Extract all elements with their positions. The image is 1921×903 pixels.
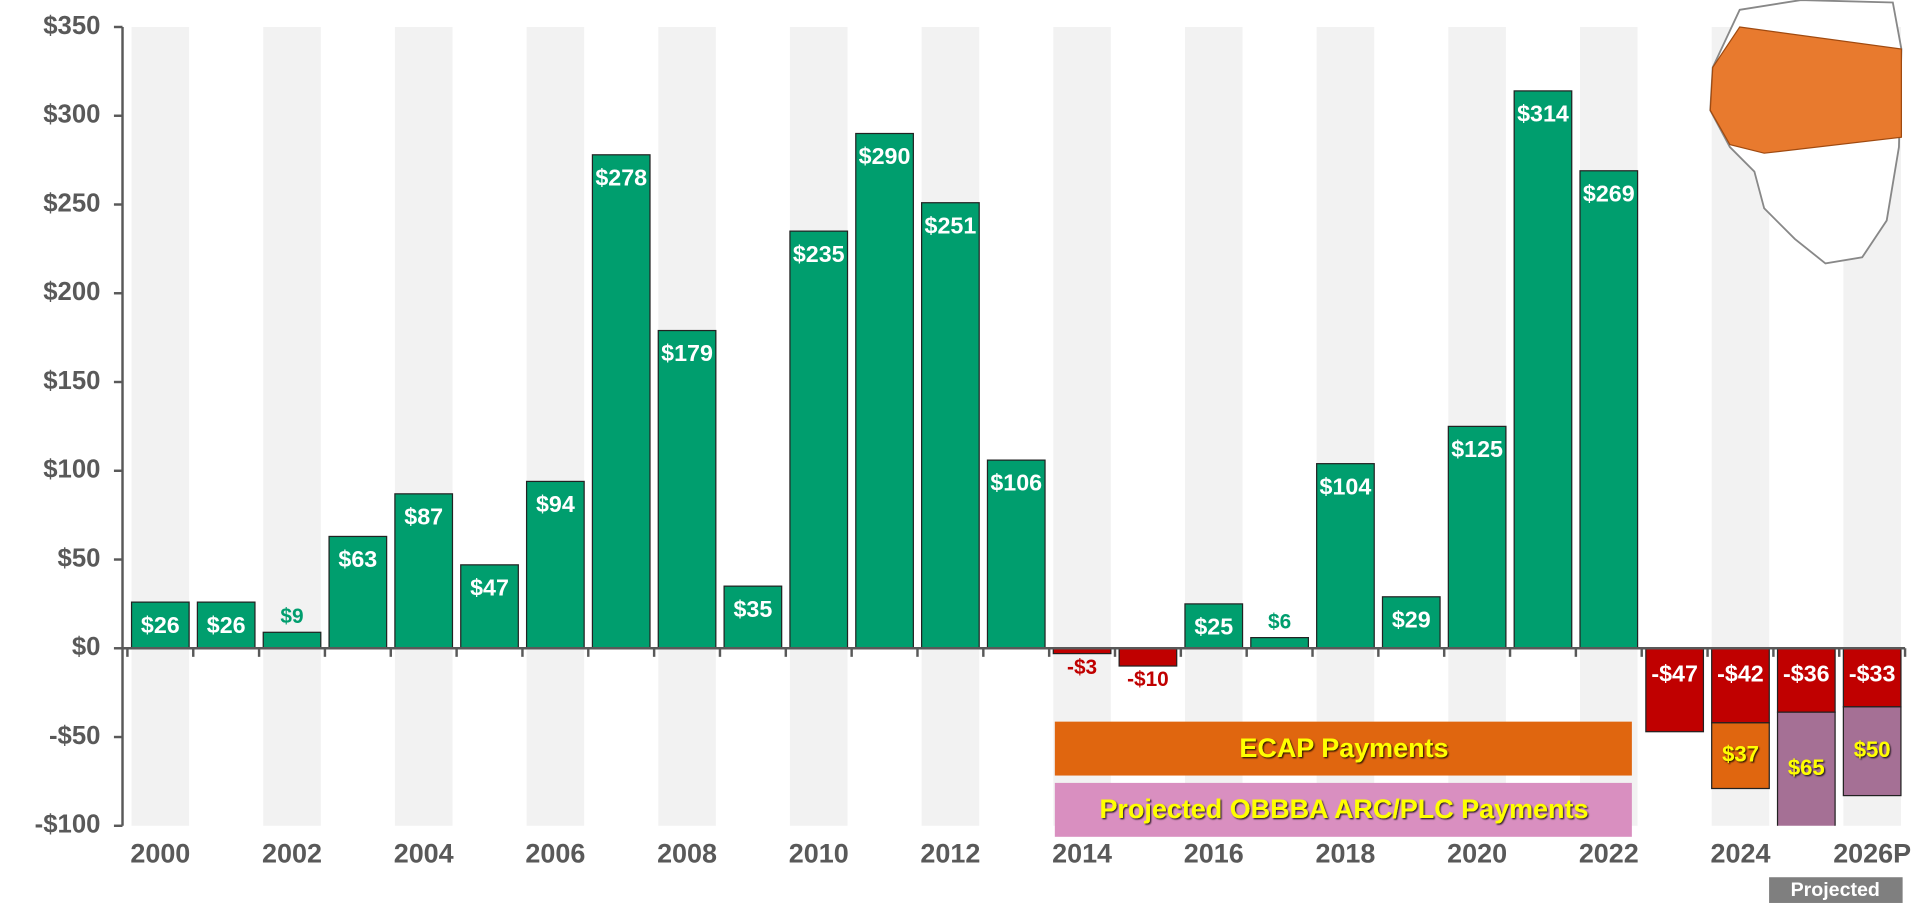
value-label: $65 <box>1788 755 1825 780</box>
bar <box>196 601 256 649</box>
annotation-box <box>1769 877 1903 903</box>
x-tick-label: 2006 <box>525 838 585 868</box>
x-tick-label: 2016 <box>1184 838 1244 868</box>
bar <box>1579 170 1639 649</box>
x-tick-label: 2008 <box>657 838 717 868</box>
band-stripe <box>394 26 453 826</box>
bar <box>1513 90 1573 649</box>
stacked-bar <box>1776 711 1836 826</box>
band-stripe <box>1184 26 1243 826</box>
value-label: $94 <box>536 491 575 517</box>
value-label: $26 <box>207 612 246 638</box>
x-tick-label: 2018 <box>1315 838 1375 868</box>
x-tick-label: 2022 <box>1579 838 1639 868</box>
y-tick-label: $200 <box>43 278 100 306</box>
y-tick-label: $0 <box>72 633 101 661</box>
value-label: $29 <box>1392 606 1431 632</box>
bar <box>460 564 519 649</box>
bar <box>657 329 717 649</box>
bar <box>1184 603 1244 649</box>
x-tick-label: 2020 <box>1447 838 1507 868</box>
bar <box>328 535 388 649</box>
stacked-bar <box>1842 706 1902 797</box>
value-label: -$36 <box>1783 660 1830 686</box>
value-label: $50 <box>1854 737 1891 762</box>
y-tick-label: -$50 <box>49 722 100 750</box>
y-tick-label: $150 <box>43 367 100 395</box>
bar <box>394 493 454 649</box>
x-tick-label: 2026P <box>1833 838 1911 868</box>
legend-label: Projected OBBBA ARC/PLC Payments <box>1099 794 1588 824</box>
bar <box>130 601 190 649</box>
bar <box>262 631 322 649</box>
band-stripe <box>526 26 585 826</box>
x-tick-label: 2014 <box>1052 838 1112 868</box>
bar <box>1118 647 1178 667</box>
legend-swatch <box>1054 782 1632 837</box>
legend-swatch <box>1054 721 1632 776</box>
bar <box>723 585 783 649</box>
y-tick-label: $100 <box>43 456 100 484</box>
band-stripe <box>263 26 321 826</box>
value-label: $9 <box>280 605 303 628</box>
x-tick-label: 2012 <box>920 838 980 868</box>
value-label: -$3 <box>1067 656 1097 679</box>
value-label: $269 <box>1583 180 1635 206</box>
value-label: $104 <box>1320 473 1372 499</box>
x-tick-label: 2004 <box>394 838 454 868</box>
legend-label: ECAP Payments <box>1239 733 1448 763</box>
y-tick-label: $250 <box>43 189 100 217</box>
band-stripe <box>131 26 190 826</box>
y-tick-label: $50 <box>58 544 101 572</box>
bar <box>986 459 1046 649</box>
band-stripe <box>1316 26 1375 826</box>
value-label: $25 <box>1194 614 1233 640</box>
annotation: Projected <box>1791 879 1880 901</box>
value-label: $35 <box>733 596 772 622</box>
value-label: $235 <box>793 241 845 267</box>
bar <box>921 202 980 649</box>
x-tick-label: 2024 <box>1711 838 1771 868</box>
value-label: $6 <box>1268 610 1291 633</box>
x-tick-label: 2000 <box>130 838 190 868</box>
x-tick-label: 2002 <box>262 838 322 868</box>
stacked-bar <box>1711 722 1770 790</box>
value-label: -$10 <box>1127 668 1169 691</box>
value-label: $26 <box>141 612 180 638</box>
bar <box>1316 463 1375 649</box>
value-label: $37 <box>1722 741 1759 766</box>
bar <box>1711 647 1770 724</box>
value-label: $251 <box>925 212 977 238</box>
value-label: -$42 <box>1717 660 1764 686</box>
bar <box>1645 647 1705 733</box>
value-label: $87 <box>404 503 443 529</box>
y-tick-label: -$100 <box>35 811 101 839</box>
bar <box>1250 637 1310 649</box>
value-label: $179 <box>661 340 713 366</box>
bar <box>591 154 651 649</box>
bar <box>855 132 914 649</box>
value-label: -$33 <box>1849 660 1896 686</box>
value-label: $125 <box>1451 436 1503 462</box>
band-stripe <box>1053 26 1111 826</box>
value-label: $278 <box>595 164 647 190</box>
x-tick-label: 2010 <box>789 838 849 868</box>
y-tick-label: $300 <box>43 101 100 129</box>
value-label: $290 <box>859 143 911 169</box>
value-label: $106 <box>990 470 1042 496</box>
value-label: -$47 <box>1651 660 1698 686</box>
value-label: $47 <box>470 574 509 600</box>
y-tick-label: $350 <box>43 12 100 40</box>
illinois-map <box>1709 0 1903 265</box>
value-label: $63 <box>338 546 377 572</box>
bar <box>789 230 849 649</box>
value-label: $314 <box>1517 101 1569 127</box>
